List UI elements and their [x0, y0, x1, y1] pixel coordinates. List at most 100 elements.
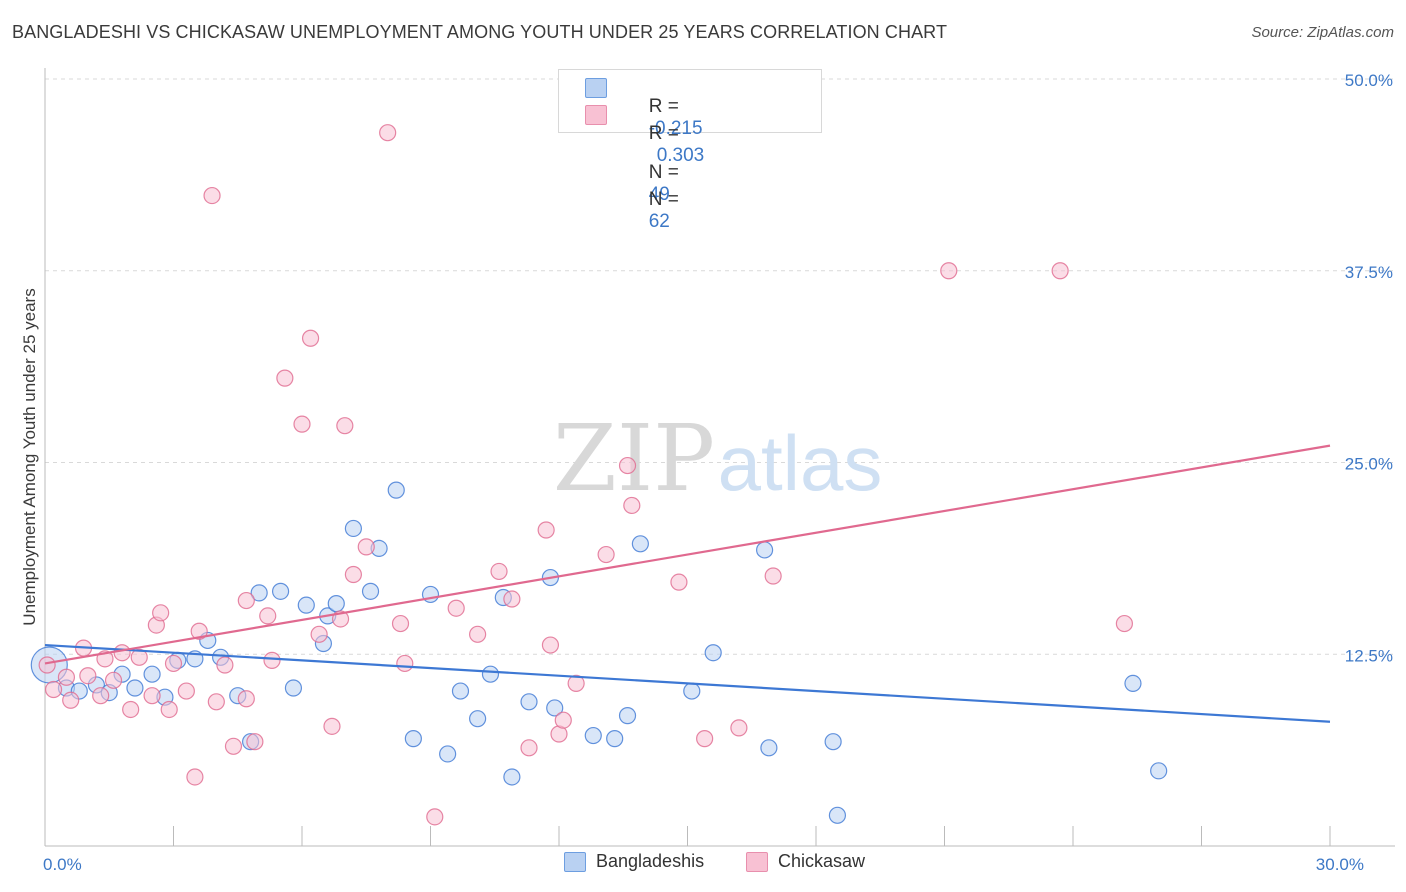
data-point: [323, 717, 341, 735]
y-tick-label: 37.5%: [1345, 263, 1393, 282]
legend-item-bangladeshis: Bangladeshis: [564, 851, 704, 872]
data-point: [164, 654, 183, 673]
gridlines: [45, 78, 1395, 655]
source-label: Source: ZipAtlas.com: [1251, 24, 1394, 41]
data-point: [1115, 614, 1134, 633]
data-point: [469, 625, 487, 643]
data-point: [439, 745, 457, 763]
data-point: [1150, 762, 1168, 780]
data-point: [683, 682, 701, 700]
data-point: [426, 808, 444, 826]
data-point: [391, 614, 410, 633]
n-value-chickasaw: 62: [648, 211, 670, 232]
data-point: [824, 733, 842, 751]
data-point: [62, 691, 80, 709]
data-point: [104, 671, 123, 689]
data-point: [186, 768, 204, 786]
data-point: [704, 644, 722, 662]
data-point: [293, 415, 311, 433]
chart-title: BANGLADESHI VS CHICKASAW UNEMPLOYMENT AM…: [12, 22, 948, 42]
x-tick-label: 30.0%: [1316, 855, 1364, 874]
data-point: [143, 687, 161, 705]
tick-labels: 12.5% 25.0% 37.5% 50.0% 0.0% 30.0%: [43, 71, 1393, 874]
data-point: [760, 739, 778, 757]
data-point: [546, 699, 564, 717]
data-point: [503, 590, 521, 608]
data-point: [57, 668, 76, 686]
data-point: [1124, 674, 1142, 692]
data-point: [520, 693, 538, 711]
legend-swatch: [564, 851, 586, 872]
r-label: R =: [648, 96, 679, 117]
data-point: [730, 719, 748, 737]
data-point: [271, 582, 290, 600]
data-point: [344, 519, 362, 538]
trend-line-bangladeshis: [44, 643, 1331, 723]
data-point: [537, 521, 555, 539]
data-point: [297, 596, 315, 614]
data-point: [246, 733, 264, 751]
data-point: [670, 573, 688, 591]
y-tick-label: 12.5%: [1345, 646, 1393, 665]
data-point: [259, 607, 277, 625]
r-value-chickasaw: 0.303: [656, 145, 705, 166]
data-point: [38, 656, 56, 674]
data-point: [696, 730, 714, 748]
series-layer: [30, 124, 1168, 826]
data-point: [469, 710, 487, 728]
data-point: [250, 584, 268, 602]
data-point: [618, 707, 637, 725]
data-point: [451, 682, 470, 700]
legend-item-chickasaw: Chickasaw: [746, 851, 865, 872]
data-point: [520, 739, 538, 757]
data-point: [554, 711, 572, 729]
data-point: [237, 690, 255, 708]
data-point: [344, 565, 362, 584]
data-point: [567, 674, 585, 692]
data-point: [503, 768, 521, 786]
n-value-bangladeshis: 49: [648, 184, 670, 205]
data-point: [237, 591, 255, 610]
data-point: [152, 604, 170, 622]
data-point: [379, 124, 397, 142]
data-point: [828, 806, 847, 824]
data-point: [92, 687, 110, 705]
legend-swatch: [746, 851, 768, 872]
data-point: [143, 665, 161, 683]
data-point: [584, 726, 602, 745]
data-point: [623, 496, 641, 515]
data-point: [160, 700, 178, 719]
legend-swatch-chickasaw: [585, 105, 607, 125]
r-label: R =: [648, 123, 679, 144]
data-point: [481, 665, 500, 683]
data-point: [764, 567, 782, 585]
data-point: [122, 700, 140, 719]
data-point: [755, 541, 774, 559]
series-chickasaw: [38, 124, 1134, 826]
data-point: [404, 730, 422, 748]
data-point: [618, 456, 637, 475]
data-point: [327, 595, 345, 613]
correlation-legend: R = -0.215 N = 49 R = 0.303 N = 62: [558, 69, 822, 232]
data-point: [203, 186, 221, 205]
data-point: [263, 651, 281, 669]
data-point: [126, 679, 144, 697]
data-point: [387, 481, 405, 499]
data-point: [447, 599, 465, 617]
watermark-atlas: atlas: [718, 419, 883, 507]
data-point: [284, 679, 303, 697]
axes: [44, 68, 1395, 847]
data-point: [130, 648, 148, 666]
data-point: [541, 636, 560, 654]
trend-layer: [44, 444, 1331, 723]
data-point: [357, 538, 375, 556]
data-point: [216, 656, 234, 674]
legend-label-bangladeshis: Bangladeshis: [596, 851, 705, 871]
data-point: [396, 654, 414, 673]
data-point: [310, 625, 328, 643]
data-point: [207, 693, 225, 711]
data-point: [631, 535, 649, 553]
data-point: [336, 417, 354, 435]
y-tick-label: 25.0%: [1345, 455, 1393, 474]
